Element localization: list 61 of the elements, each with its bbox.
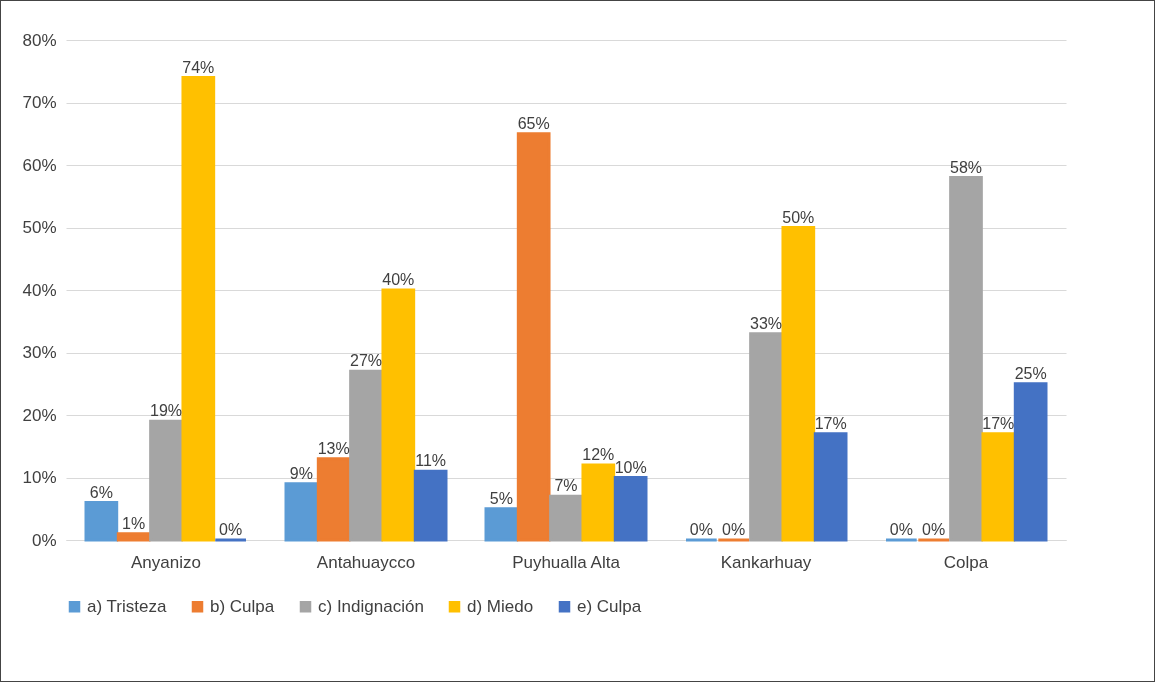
data-label: 7% [554, 477, 578, 495]
y-tick-label: 30% [22, 343, 57, 362]
data-label: 0% [219, 521, 243, 538]
data-label: 9% [289, 464, 313, 482]
bar [549, 494, 583, 542]
bar [381, 288, 416, 542]
data-label: 0% [922, 521, 946, 538]
legend-label: b) Culpa [210, 596, 275, 616]
data-label: 0% [722, 521, 746, 538]
bar [981, 432, 1016, 542]
data-label: 50% [782, 208, 815, 226]
bar [813, 432, 848, 542]
data-label: 11% [415, 452, 447, 470]
y-tick-label: 10% [22, 468, 57, 487]
x-tick-label: Antahuaycco [316, 552, 416, 572]
bar [581, 463, 616, 542]
data-label: 17% [814, 414, 847, 432]
data-label: 17% [982, 414, 1015, 432]
x-tick-label: Anyanizo [131, 552, 201, 572]
legend-label: a) Tristeza [87, 596, 167, 616]
legend-label: c) Indignación [318, 596, 424, 616]
y-tick-label: 50% [22, 218, 57, 237]
data-label: 12% [582, 446, 615, 463]
data-label: 0% [689, 521, 713, 538]
y-tick-label: 0% [31, 530, 57, 550]
bar [1013, 382, 1048, 542]
data-label: 25% [1014, 364, 1047, 382]
y-tick-label: 40% [22, 280, 57, 300]
data-label: 1% [122, 514, 146, 532]
y-tick-label: 70% [22, 93, 57, 112]
bar [349, 369, 383, 542]
bar [749, 332, 783, 542]
legend-label: d) Miedo [467, 596, 534, 616]
bar [484, 507, 519, 542]
legend-label: e) Culpa [577, 596, 642, 616]
bar [516, 132, 551, 542]
x-tick-label: Colpa [943, 552, 989, 572]
data-label: 58% [949, 158, 983, 176]
data-label: 6% [89, 483, 113, 501]
x-tick-label: Kankarhuay [720, 552, 812, 572]
bar [316, 457, 351, 542]
bar [781, 226, 816, 542]
data-label: 5% [489, 489, 513, 507]
y-tick-label: 60% [22, 155, 57, 175]
data-label: 74% [182, 58, 215, 76]
bar [949, 176, 983, 542]
bar [149, 419, 183, 542]
bar [84, 501, 119, 542]
bar [284, 482, 319, 542]
data-label: 0% [889, 521, 913, 538]
bar [181, 76, 216, 542]
data-label: 13% [317, 439, 350, 457]
data-label: 10% [614, 458, 647, 476]
y-tick-label: 20% [22, 405, 57, 425]
y-tick-label: 80% [22, 30, 57, 50]
bar [413, 469, 448, 542]
data-label: 65% [517, 114, 550, 132]
bar [613, 476, 648, 542]
data-label: 40% [382, 271, 415, 288]
bar [116, 532, 151, 542]
x-tick-label: Puyhualla Alta [512, 552, 621, 572]
